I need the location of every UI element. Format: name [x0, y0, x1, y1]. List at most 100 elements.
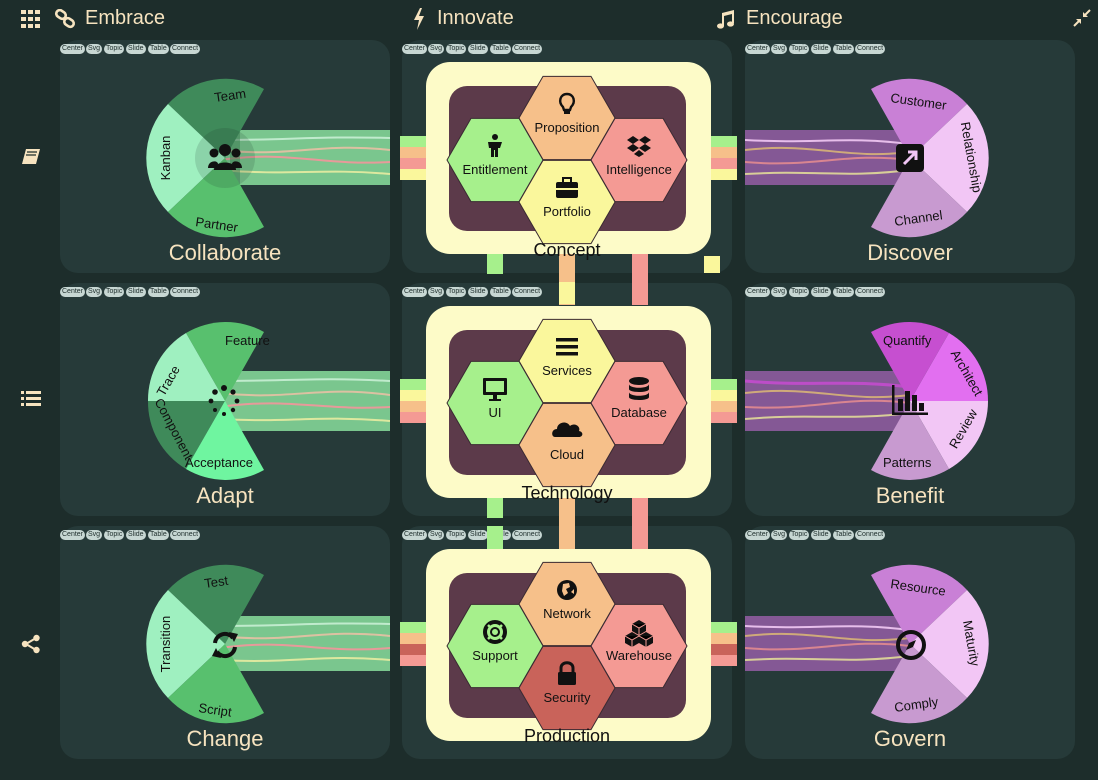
hex-label: Cloud — [550, 447, 584, 462]
toolbar-topic-button[interactable]: Topic — [789, 44, 810, 54]
govern-widget[interactable]: Resource Maturity Comply — [745, 526, 1075, 759]
bar-chart-icon — [892, 385, 928, 415]
adapt-widget[interactable]: Feature Trace Component Acceptance — [60, 283, 390, 516]
toolbar-svg-button[interactable]: Svg — [86, 44, 103, 54]
toolbar-slide-button[interactable]: Slide — [811, 287, 831, 297]
hex-label: Database — [611, 405, 667, 420]
toolbar-center-button[interactable]: Center — [402, 44, 428, 54]
toolbar-center-button[interactable]: Center — [745, 287, 771, 297]
toolbar-topic-button[interactable]: Topic — [789, 530, 810, 540]
toolbar-topic-button[interactable]: Topic — [446, 287, 467, 297]
toolbar-connect-button[interactable]: Connect — [855, 287, 886, 297]
toolbar-slide-button[interactable]: Slide — [126, 287, 146, 297]
toolbar-table-button[interactable]: Table — [833, 530, 854, 540]
toolbar-connect-button[interactable]: Connect — [170, 44, 201, 54]
toolbar-center-button[interactable]: Center — [60, 530, 86, 540]
center-title-concept: Concept — [533, 240, 601, 260]
toolbar-table-button[interactable]: Table — [490, 287, 511, 297]
share-icon[interactable] — [21, 634, 41, 654]
hex-cluster-technology[interactable]: Services UI Database Cloud — [402, 283, 732, 516]
toolbar-center-button[interactable]: Center — [402, 530, 428, 540]
toolbar-table-button[interactable]: Table — [833, 287, 854, 297]
hex-cloud[interactable]: Cloud — [518, 402, 616, 488]
tile-title-adapt: Adapt — [196, 483, 254, 508]
toolbar-center-button[interactable]: Center — [60, 287, 86, 297]
toolbar-connect-button[interactable]: Connect — [170, 530, 201, 540]
toolbar-table-button[interactable]: Table — [833, 44, 854, 54]
hex-portfolio[interactable]: Portfolio — [518, 159, 616, 245]
toolbar-topic-button[interactable]: Topic — [104, 530, 125, 540]
column-title-encourage[interactable]: Encourage — [746, 7, 843, 29]
svg-text:Partner: Partner — [195, 214, 240, 235]
discover-widget[interactable]: Customer Relationship Channel — [745, 40, 1075, 273]
compress-icon[interactable] — [1073, 9, 1091, 27]
toolbar-center-button[interactable]: Center — [745, 530, 771, 540]
toolbar-connect-button[interactable]: Connect — [855, 44, 886, 54]
hex-security[interactable]: Security — [518, 645, 616, 731]
benefit-widget[interactable]: Quantify Architect Review Patterns — [745, 283, 1075, 516]
column-title-innovate[interactable]: Innovate — [437, 7, 514, 29]
hex-entitlement[interactable]: Entitlement — [446, 117, 544, 203]
toolbar-svg-button[interactable]: Svg — [428, 44, 445, 54]
group-icon — [208, 142, 242, 172]
svg-text:Test: Test — [203, 573, 229, 591]
tile-title-govern: Govern — [873, 726, 947, 751]
hex-cluster-production[interactable]: Network Support Warehouse Security — [402, 526, 732, 759]
briefcase-icon — [556, 177, 578, 198]
list-icon[interactable] — [21, 390, 41, 408]
toolbar-svg-button[interactable]: Svg — [771, 530, 788, 540]
toolbar-table-button[interactable]: Table — [148, 287, 169, 297]
toolbar-slide-button[interactable]: Slide — [126, 44, 146, 54]
toolbar-center-button[interactable]: Center — [60, 44, 86, 54]
toolbar-table-button[interactable]: Table — [148, 530, 169, 540]
toolbar-svg-button[interactable]: Svg — [428, 530, 445, 540]
center-title-production: Production — [523, 726, 611, 746]
toolbar-svg-button[interactable]: Svg — [771, 44, 788, 54]
toolbar-svg-button[interactable]: Svg — [86, 287, 103, 297]
toolbar-slide-button[interactable]: Slide — [468, 44, 488, 54]
book-icon[interactable] — [21, 148, 41, 166]
toolbar-center-button[interactable]: Center — [402, 287, 428, 297]
toolbar-topic-button[interactable]: Topic — [446, 44, 467, 54]
toolbar-connect-button[interactable]: Connect — [170, 287, 201, 297]
hex-ui[interactable]: UI — [446, 360, 544, 446]
toolbar-connect-button[interactable]: Connect — [855, 530, 886, 540]
toolbar-slide-button[interactable]: Slide — [811, 44, 831, 54]
hex-label: Network — [543, 606, 591, 621]
tile-title-discover: Discover — [867, 240, 953, 265]
hex-support[interactable]: Support — [446, 603, 544, 689]
toolbar-topic-button[interactable]: Topic — [789, 287, 810, 297]
lock-icon — [558, 661, 576, 685]
hex-warehouse[interactable]: Warehouse — [590, 603, 688, 689]
toolbar-slide-button[interactable]: Slide — [468, 287, 488, 297]
hex-database[interactable]: Database — [590, 360, 688, 446]
svg-text:Quantify: Quantify — [883, 333, 932, 348]
change-widget[interactable]: Test Transition Script — [60, 526, 390, 759]
toolbar-svg-button[interactable]: Svg — [428, 287, 445, 297]
grid-icon[interactable] — [21, 10, 41, 28]
toolbar-svg-button[interactable]: Svg — [86, 530, 103, 540]
svg-text:Channel: Channel — [893, 207, 943, 229]
hex-label: Proposition — [534, 120, 599, 135]
column-title-embrace[interactable]: Embrace — [85, 7, 166, 29]
toolbar-connect-button[interactable]: Connect — [512, 530, 543, 540]
hex-network[interactable]: Network — [518, 561, 616, 647]
toolbar-slide-button[interactable]: Slide — [126, 530, 146, 540]
hex-intelligence[interactable]: Intelligence — [590, 117, 688, 203]
toolbar-slide-button[interactable]: Slide — [811, 530, 831, 540]
toolbar-slide-button[interactable]: Slide — [468, 530, 488, 540]
toolbar-center-button[interactable]: Center — [745, 44, 771, 54]
toolbar-svg-button[interactable]: Svg — [771, 287, 788, 297]
connector-right-row1 — [711, 136, 737, 182]
toolbar-topic-button[interactable]: Topic — [104, 44, 125, 54]
toolbar-topic-button[interactable]: Topic — [104, 287, 125, 297]
hex-cluster-concept[interactable]: Proposition Entitlement Intelligence Portfo… — [402, 40, 732, 273]
svg-text:Transition: Transition — [158, 616, 173, 673]
connector-left-row1 — [400, 136, 426, 182]
toolbar-table-button[interactable]: Table — [148, 44, 169, 54]
tile-title-collaborate: Collaborate — [168, 240, 282, 265]
toolbar-connect-button[interactable]: Connect — [512, 44, 543, 54]
toolbar-connect-button[interactable]: Connect — [512, 287, 543, 297]
toolbar-topic-button[interactable]: Topic — [446, 530, 467, 540]
toolbar-table-button[interactable]: Table — [490, 44, 511, 54]
